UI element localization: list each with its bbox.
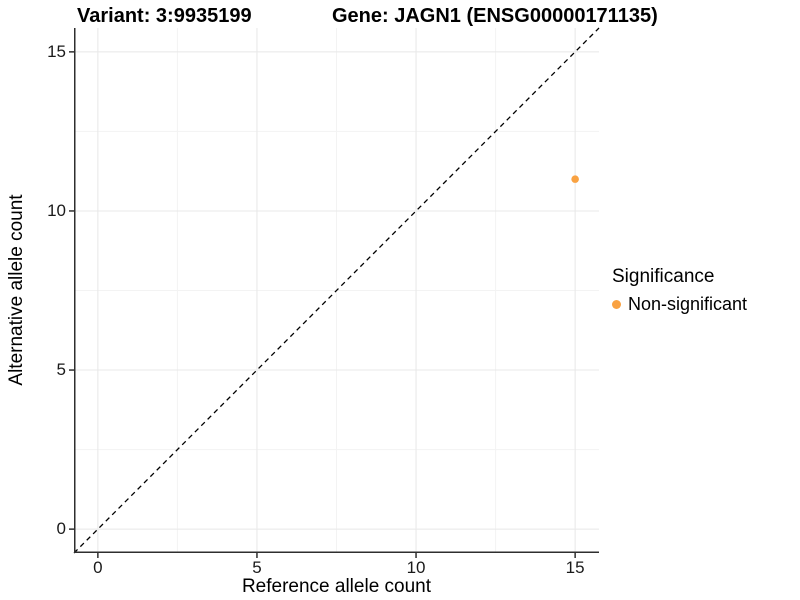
data-point <box>571 175 579 183</box>
y-tick-label: 10 <box>47 200 66 220</box>
x-tick-label: 10 <box>406 558 426 577</box>
identity-reference-line <box>73 27 600 554</box>
x-axis-title: Reference allele count <box>241 576 432 597</box>
gene-title: Gene: JAGN1 (ENSG00000171135) <box>332 5 658 27</box>
legend-title: Significance <box>612 266 715 287</box>
y-axis-title: Alternative allele count <box>6 194 27 386</box>
legend-point-icon <box>612 300 621 309</box>
y-tick-label: 5 <box>56 360 66 380</box>
legend: Significance Non-significant <box>612 266 747 315</box>
y-tick-label: 0 <box>56 519 66 539</box>
x-tick-label: 15 <box>565 558 585 577</box>
x-tick-label: 0 <box>93 558 103 577</box>
variant-title: Variant: 3:9935199 <box>77 5 252 27</box>
plot-canvas <box>69 27 600 558</box>
x-tick-label: 5 <box>252 558 262 577</box>
legend-item-label: Non-significant <box>628 294 748 314</box>
legend-item-non-significant: Non-significant <box>612 294 747 315</box>
y-tick-label: 15 <box>47 41 66 61</box>
plot-panel <box>69 27 600 558</box>
